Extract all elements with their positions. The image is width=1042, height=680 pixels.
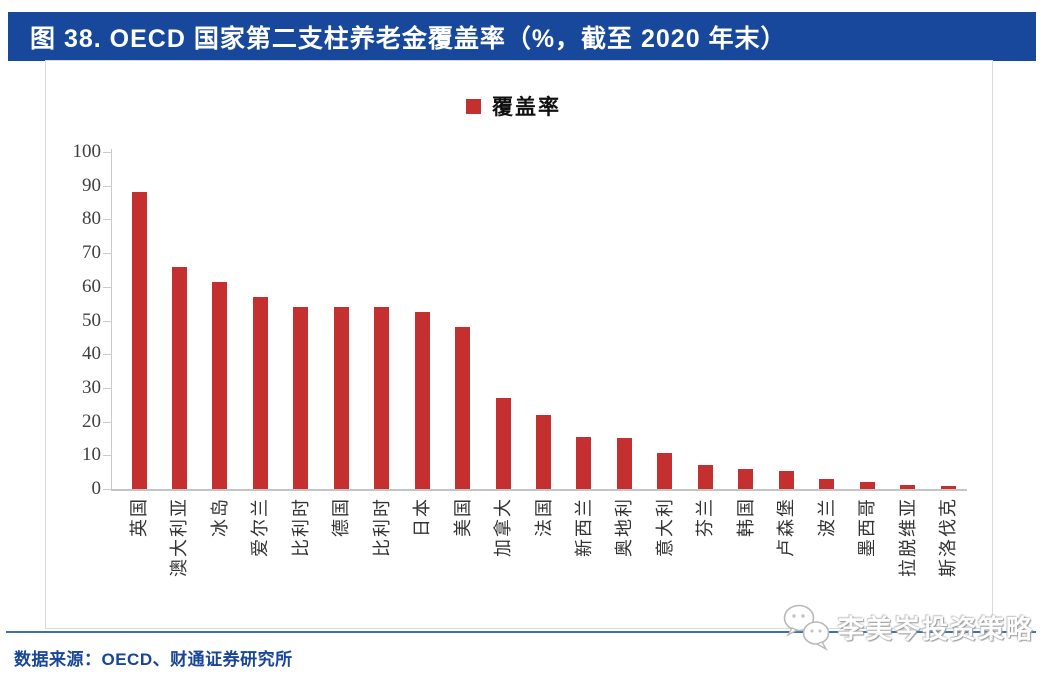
bar (778, 471, 794, 489)
x-axis-label: 冰岛 (209, 497, 230, 537)
y-tick-mark (103, 354, 111, 356)
chart-legend: 覆盖率 (466, 91, 561, 121)
bar (414, 312, 430, 489)
chart-container: 覆盖率 0 10 20 30 40 50 60 70 80 90 100 英国 澳大利亚 冰岛 爱尔兰 比利时… (45, 60, 993, 629)
y-tick-mark (103, 387, 111, 389)
y-tick-label: 70 (82, 242, 101, 264)
y-tick-label: 90 (82, 174, 101, 196)
x-axis-label: 德国 (331, 497, 352, 537)
bar (455, 327, 471, 489)
bar (940, 485, 956, 489)
x-axis-label: 澳大利亚 (169, 497, 190, 577)
y-tick-mark (103, 421, 111, 423)
bar (900, 484, 916, 489)
x-axis-label: 拉脱维亚 (897, 497, 918, 577)
x-axis-label: 卢森堡 (776, 497, 797, 557)
y-tick-label: 50 (82, 309, 101, 331)
legend-swatch-icon (466, 98, 481, 114)
bar (616, 438, 632, 489)
legend-label: 覆盖率 (492, 95, 561, 119)
bar (697, 465, 713, 489)
y-tick-label: 60 (82, 275, 101, 297)
bar (859, 481, 875, 489)
watermark-text: 李美岑投资策略 (838, 614, 1035, 644)
x-axis-label: 芬兰 (695, 497, 716, 537)
x-axis-label: 波兰 (816, 497, 837, 537)
y-tick-label: 80 (82, 208, 101, 230)
bar (252, 296, 268, 489)
bar (495, 398, 511, 489)
y-tick-mark (103, 185, 111, 187)
bar (738, 468, 754, 489)
x-axis-label: 爱尔兰 (250, 497, 271, 557)
x-axis-label: 日本 (412, 497, 433, 537)
bar (212, 281, 228, 489)
x-axis-label: 加拿大 (493, 497, 514, 557)
y-axis-line (111, 149, 112, 489)
y-tick-mark (103, 152, 111, 153)
y-tick-label: 100 (72, 141, 102, 162)
x-axis-label: 墨西哥 (857, 497, 878, 557)
y-tick-mark (103, 219, 111, 221)
y-tick-label: 20 (82, 410, 101, 432)
y-tick-label: 40 (82, 343, 101, 365)
x-axis-label: 奥地利 (614, 497, 635, 557)
y-tick-label: 30 (82, 376, 101, 398)
data-source-text: 数据来源：OECD、财通证券研究所 (14, 650, 293, 669)
x-axis-label: 韩国 (735, 497, 756, 537)
wechat-icon (783, 604, 830, 651)
x-axis-label: 意大利 (654, 497, 675, 557)
bar (576, 437, 592, 489)
x-axis-label: 法国 (533, 497, 554, 537)
bar (333, 307, 349, 489)
y-tick-mark (103, 489, 111, 490)
plot-area: 0 10 20 30 40 50 60 70 80 90 100 英国 澳大利亚 冰岛 爱尔兰 比利时 德国 比利… (46, 61, 992, 628)
bar (131, 192, 147, 489)
bar (536, 414, 551, 489)
x-axis-label: 比利时 (290, 497, 311, 557)
figure-title: 图 38. OECD 国家第二支柱养老金覆盖率（%，截至 2020 年末） (30, 24, 787, 53)
bar (293, 307, 309, 489)
bar (657, 452, 673, 489)
y-tick-mark (103, 455, 111, 457)
bar (374, 307, 390, 489)
bar (171, 266, 187, 489)
figure-title-bar: 图 38. OECD 国家第二支柱养老金覆盖率（%，截至 2020 年末） (8, 12, 1036, 61)
bar (819, 478, 835, 489)
y-tick-mark (103, 320, 111, 322)
x-axis-label: 美国 (452, 497, 473, 537)
y-tick-label: 10 (82, 444, 101, 466)
separator-line (6, 631, 1036, 633)
watermark: 李美岑投资策略 (782, 602, 1034, 652)
x-axis-line (111, 489, 967, 491)
x-axis-label: 英国 (129, 497, 149, 537)
x-axis-label: 比利时 (371, 497, 392, 557)
x-axis-label: 新西兰 (573, 497, 594, 557)
y-tick-mark (103, 253, 111, 255)
y-tick-mark (103, 286, 111, 288)
x-axis-label: 斯洛伐克 (938, 497, 958, 577)
y-tick-label: 0 (91, 478, 102, 499)
